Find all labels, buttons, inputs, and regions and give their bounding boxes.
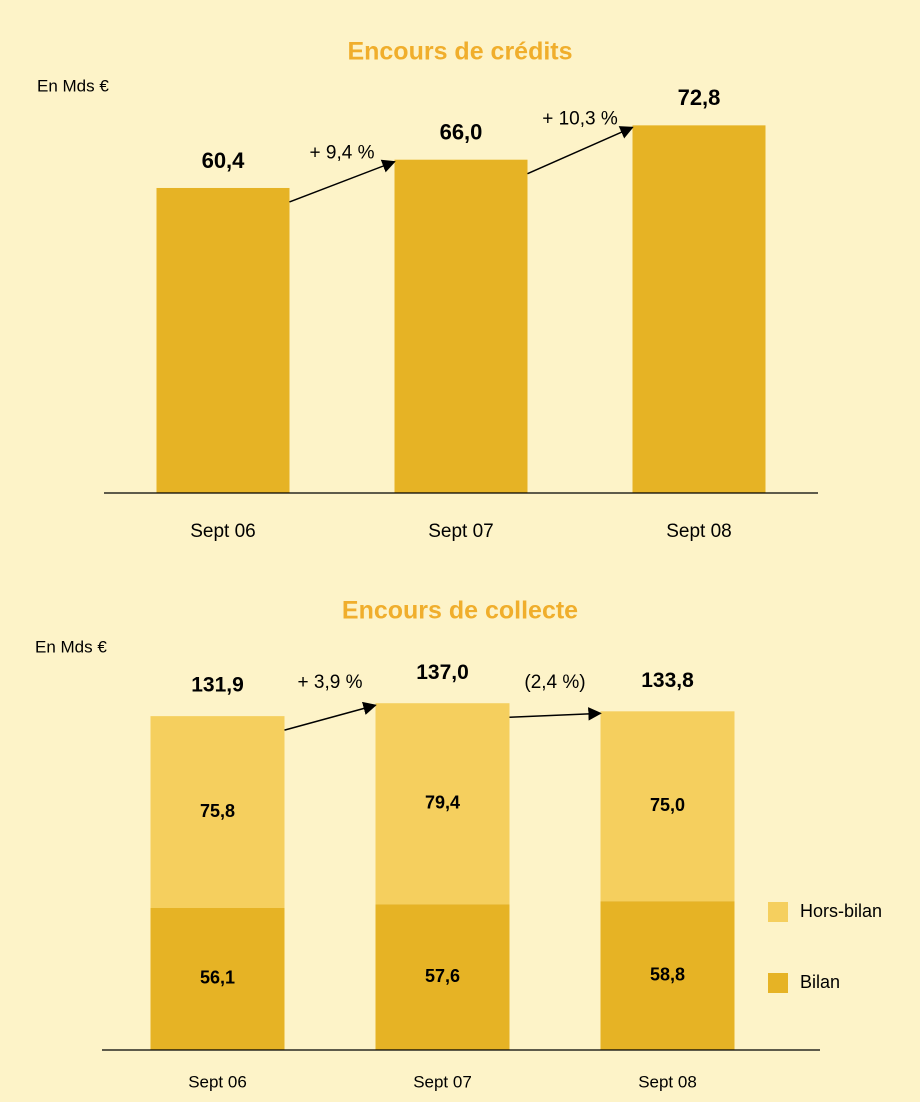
legend-label: Hors-bilan bbox=[800, 901, 882, 921]
legend-label: Bilan bbox=[800, 972, 840, 992]
segment-label: 58,8 bbox=[650, 964, 685, 984]
bar bbox=[394, 159, 528, 493]
chart-title: Encours de crédits bbox=[347, 38, 572, 66]
total-label: 131,9 bbox=[191, 674, 244, 697]
growth-arrow bbox=[527, 126, 634, 175]
x-tick-label: Sept 06 bbox=[188, 1072, 247, 1091]
annotation: + 10,3 % bbox=[542, 108, 618, 129]
segment-label: 75,0 bbox=[650, 795, 685, 815]
x-tick-label: Sept 07 bbox=[413, 1072, 472, 1091]
legend-swatch bbox=[768, 973, 788, 993]
value-label: 66,0 bbox=[440, 120, 483, 145]
segment-label: 57,6 bbox=[425, 966, 460, 986]
bar-segment bbox=[150, 716, 285, 908]
bar-segment bbox=[600, 711, 735, 902]
chart-title: Encours de collecte bbox=[342, 597, 578, 625]
annotation: (2,4 %) bbox=[524, 672, 585, 693]
annotation: + 3,9 % bbox=[298, 672, 363, 693]
growth-arrow bbox=[284, 701, 377, 731]
x-tick-label: Sept 08 bbox=[638, 1072, 697, 1091]
growth-arrow bbox=[509, 707, 602, 721]
segment-label: 56,1 bbox=[200, 968, 235, 988]
growth-arrow bbox=[289, 159, 396, 203]
unit-label: En Mds € bbox=[37, 76, 109, 95]
segment-label: 79,4 bbox=[425, 792, 460, 812]
value-label: 60,4 bbox=[202, 148, 246, 173]
value-label: 72,8 bbox=[678, 85, 721, 110]
annotation: + 9,4 % bbox=[310, 143, 375, 164]
total-label: 137,0 bbox=[416, 661, 469, 684]
x-tick-label: Sept 08 bbox=[666, 521, 732, 542]
bar bbox=[632, 125, 766, 494]
legend-swatch bbox=[768, 902, 788, 922]
x-tick-label: Sept 06 bbox=[190, 521, 256, 542]
total-label: 133,8 bbox=[641, 669, 694, 692]
bar-segment bbox=[150, 907, 285, 1050]
bar bbox=[156, 187, 290, 494]
bar-segment bbox=[375, 703, 510, 905]
segment-label: 75,8 bbox=[200, 801, 235, 821]
unit-label: En Mds € bbox=[35, 637, 107, 656]
bar-segment bbox=[600, 901, 735, 1050]
bar-segment bbox=[375, 904, 510, 1050]
x-tick-label: Sept 07 bbox=[428, 521, 494, 542]
